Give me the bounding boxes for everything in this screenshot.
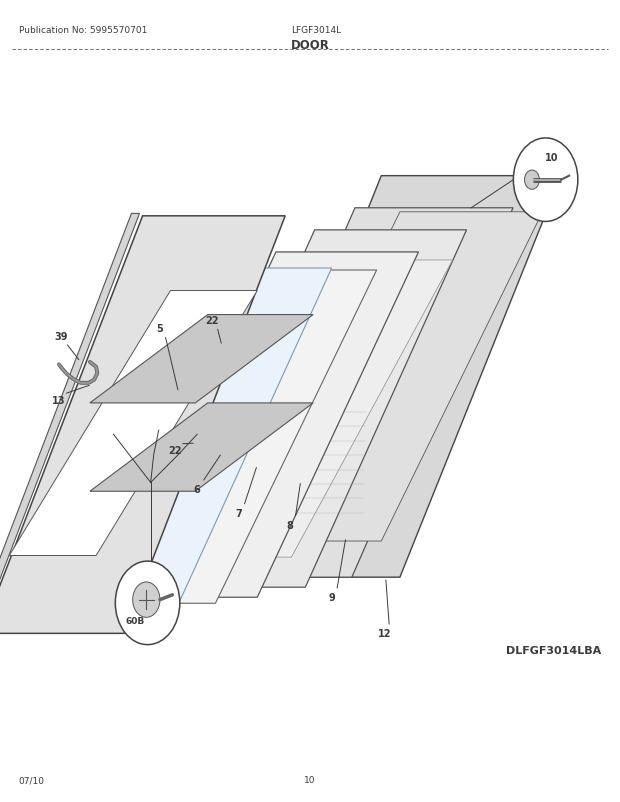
Text: 5: 5 [157, 324, 163, 334]
Text: DOOR: DOOR [291, 38, 329, 51]
Circle shape [513, 139, 578, 222]
Text: 22: 22 [168, 446, 182, 456]
Text: eReplacementParts.com: eReplacementParts.com [238, 403, 382, 415]
Text: DLFGF3014LBA: DLFGF3014LBA [506, 646, 601, 655]
Circle shape [133, 582, 160, 618]
Text: 39: 39 [54, 332, 68, 342]
Polygon shape [90, 315, 313, 403]
Circle shape [115, 561, 180, 645]
Text: LFGF3014L: LFGF3014L [291, 26, 342, 34]
Polygon shape [239, 213, 542, 541]
Text: 12: 12 [378, 629, 391, 638]
Text: 6: 6 [194, 484, 200, 494]
Polygon shape [0, 214, 140, 636]
Polygon shape [220, 176, 561, 577]
Polygon shape [167, 261, 453, 557]
Polygon shape [9, 291, 257, 556]
Text: 9: 9 [329, 593, 335, 602]
Polygon shape [115, 253, 418, 597]
Polygon shape [153, 231, 467, 587]
Polygon shape [193, 209, 513, 577]
Circle shape [525, 171, 539, 190]
Text: 8: 8 [286, 520, 294, 530]
Text: 13: 13 [52, 396, 66, 406]
Text: 22: 22 [205, 316, 219, 326]
Text: 7: 7 [236, 508, 242, 518]
Text: Publication No: 5995570701: Publication No: 5995570701 [19, 26, 147, 34]
Polygon shape [82, 270, 376, 603]
Text: 07/10: 07/10 [19, 776, 45, 784]
Polygon shape [46, 269, 332, 622]
Text: 10: 10 [304, 776, 316, 784]
Text: 60B: 60B [125, 616, 145, 626]
Polygon shape [0, 217, 285, 634]
Polygon shape [90, 403, 313, 492]
Text: 10: 10 [545, 153, 559, 163]
